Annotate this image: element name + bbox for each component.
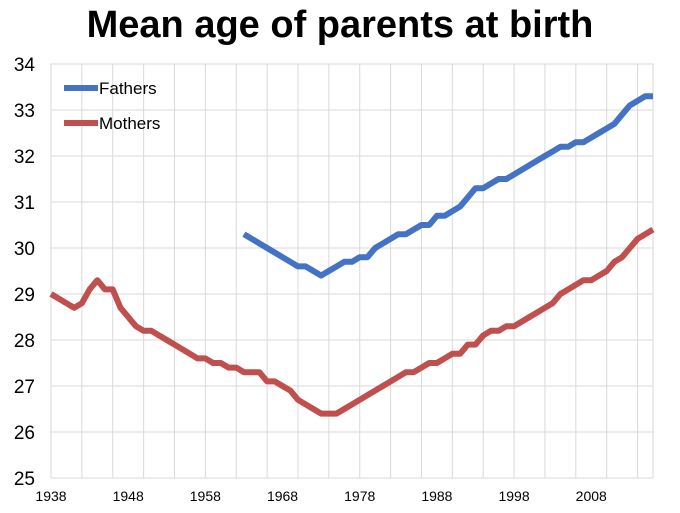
legend-label-mothers: Mothers bbox=[99, 114, 160, 133]
x-tick-label: 1948 bbox=[113, 488, 144, 504]
y-tick-label: 27 bbox=[14, 377, 35, 398]
x-tick-label: 1968 bbox=[267, 488, 298, 504]
legend-label-fathers: Fathers bbox=[99, 79, 157, 98]
series-line-mothers bbox=[49, 227, 655, 417]
y-axis-labels: 25 26 27 28 29 30 31 32 33 34 bbox=[14, 55, 36, 490]
y-tick-label: 32 bbox=[14, 147, 35, 168]
x-tick-label: 1978 bbox=[344, 488, 375, 504]
y-tick-label: 33 bbox=[14, 101, 35, 122]
y-tick-label: 34 bbox=[14, 55, 36, 76]
chart-title: Mean age of parents at birth bbox=[86, 4, 594, 46]
y-tick-label: 26 bbox=[14, 423, 35, 444]
y-tick-label: 25 bbox=[14, 469, 35, 490]
y-tick-label: 30 bbox=[14, 239, 35, 260]
y-tick-label: 31 bbox=[14, 193, 35, 214]
x-tick-label: 2008 bbox=[576, 488, 607, 504]
series-line-fathers bbox=[242, 93, 653, 279]
y-tick-label: 28 bbox=[14, 331, 35, 352]
x-tick-label: 1938 bbox=[35, 488, 66, 504]
x-tick-label: 1988 bbox=[421, 488, 452, 504]
x-tick-label: 1958 bbox=[190, 488, 221, 504]
x-axis-labels: 1938 1948 1958 1968 1978 1988 1998 2008 bbox=[35, 488, 607, 504]
x-tick-label: 1998 bbox=[498, 488, 529, 504]
y-tick-label: 29 bbox=[14, 285, 35, 306]
plot-border bbox=[50, 63, 654, 479]
series-lines bbox=[49, 93, 655, 417]
legend: Fathers Mothers bbox=[64, 79, 160, 133]
